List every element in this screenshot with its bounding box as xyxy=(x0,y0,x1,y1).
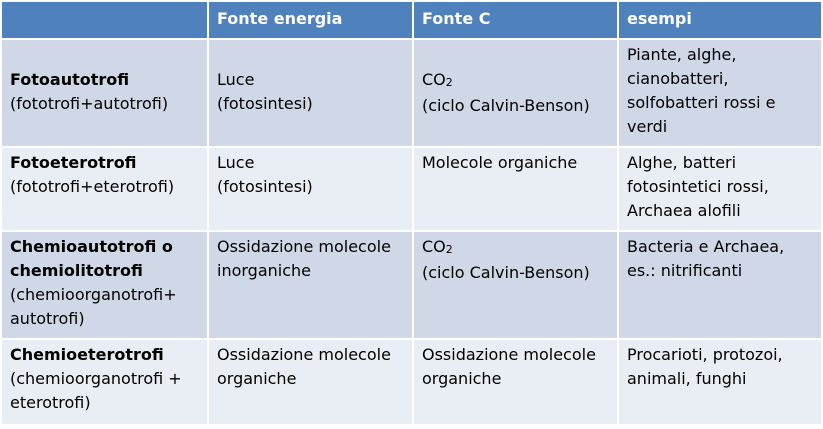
table-row: Chemioautotrofi o chemiolitotrofi (chemi… xyxy=(0,230,823,340)
table-row: Chemioeterotrofi (chemioorganotrofi + et… xyxy=(0,338,823,426)
header-examples: esempi xyxy=(617,0,823,40)
carbon-formula: CO2 xyxy=(422,237,453,256)
carbon-cell: CO2 (ciclo Calvin-Benson) xyxy=(412,38,619,148)
examples-cell: Alghe, batteri fotosintetici rossi, Arch… xyxy=(617,146,823,232)
row-label-cell: Fotoautotrofi (fototrofi+autotrofi) xyxy=(0,38,209,148)
energy-cell: Luce (fotosintesi) xyxy=(207,38,414,148)
carbon-detail: (ciclo Calvin-Benson) xyxy=(422,96,590,115)
carbon-detail: (ciclo Calvin-Benson) xyxy=(422,263,590,282)
carbon-cell: Ossidazione molecole organiche xyxy=(412,338,619,426)
row-name: Fotoautotrofi xyxy=(10,70,130,89)
table-row: Fotoeterotrofi (fototrofi+eterotrofi) Lu… xyxy=(0,146,823,232)
energy-line: Luce xyxy=(217,153,255,172)
header-row: Fonte energia Fonte C esempi xyxy=(0,0,823,40)
examples-cell: Bacteria e Archaea, es.: nitrificanti xyxy=(617,230,823,340)
row-subtitle: (fototrofi+autotrofi) xyxy=(10,94,169,113)
header-empty xyxy=(0,0,209,40)
row-subtitle: (chemioorganotrofi + eterotrofi) xyxy=(10,369,182,412)
row-subtitle: (fototrofi+eterotrofi) xyxy=(10,177,175,196)
row-name: Fotoeterotrofi xyxy=(10,153,137,172)
carbon-cell: Molecole organiche xyxy=(412,146,619,232)
header-carbon-source: Fonte C xyxy=(412,0,619,40)
table-row: Fotoautotrofi (fototrofi+autotrofi) Luce… xyxy=(0,38,823,148)
carbon-cell: CO2 (ciclo Calvin-Benson) xyxy=(412,230,619,340)
examples-cell: Procarioti, protozoi, animali, funghi xyxy=(617,338,823,426)
energy-line: Luce xyxy=(217,70,255,89)
energy-line: (fotosintesi) xyxy=(217,94,313,113)
row-label-cell: Chemioeterotrofi (chemioorganotrofi + et… xyxy=(0,338,209,426)
carbon-formula: CO2 xyxy=(422,70,453,89)
examples-cell: Piante, alghe, cianobatteri, solfobatter… xyxy=(617,38,823,148)
energy-cell: Ossidazione molecole organiche xyxy=(207,338,414,426)
energy-cell: Ossidazione molecole inorganiche xyxy=(207,230,414,340)
energy-cell: Luce (fotosintesi) xyxy=(207,146,414,232)
row-label-cell: Chemioautotrofi o chemiolitotrofi (chemi… xyxy=(0,230,209,340)
row-subtitle: (chemioorganotrofi+ autotrofi) xyxy=(10,285,177,328)
row-label-cell: Fotoeterotrofi (fototrofi+eterotrofi) xyxy=(0,146,209,232)
header-energy-source: Fonte energia xyxy=(207,0,414,40)
row-name: Chemioeterotrofi xyxy=(10,345,164,364)
row-name: Chemioautotrofi o chemiolitotrofi xyxy=(10,237,173,280)
energy-line: (fotosintesi) xyxy=(217,177,313,196)
